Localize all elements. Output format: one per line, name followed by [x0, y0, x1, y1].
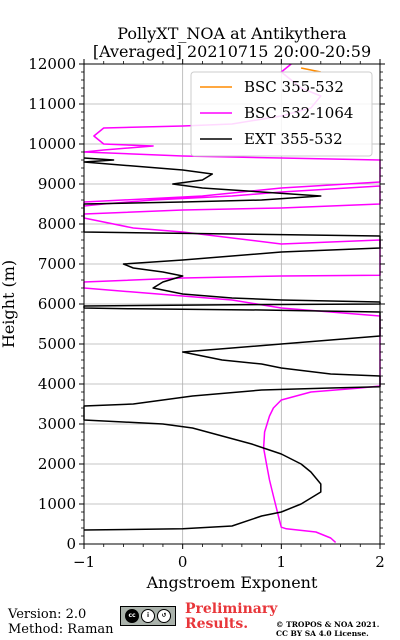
y-tick-label: 10000 — [28, 135, 76, 153]
y-axis-label: Height (m) — [0, 260, 18, 348]
y-tick-label: 5000 — [38, 335, 76, 353]
x-tick-label: 0 — [178, 553, 188, 571]
preliminary-line1: Preliminary — [185, 601, 278, 617]
y-tick-label: 1000 — [38, 495, 76, 513]
y-tick-label: 6000 — [38, 295, 76, 313]
copyright-line1: © TROPOS & NOA 2021. — [276, 620, 380, 629]
y-tick-label: 9000 — [38, 175, 76, 193]
y-tick-label: 0 — [66, 535, 76, 553]
copyright-line2: CC BY SA 4.0 License. — [276, 629, 369, 638]
legend-label: EXT 355-532 — [244, 130, 343, 148]
series-line-3 — [83, 157, 381, 531]
legend: BSC 355-532 BSC 532-1064 EXT 355-532 — [190, 71, 373, 157]
y-tick-label: 11000 — [28, 95, 76, 113]
version-text: Version: 2.0 — [8, 607, 87, 622]
method-text: Method: Raman — [8, 622, 114, 637]
y-tick-label: 8000 — [38, 215, 76, 233]
y-tick-label: 7000 — [38, 255, 76, 273]
preliminary-label: Preliminary Results. — [185, 602, 277, 632]
chart-title-line2: [Averaged] 20210715 20:00-20:59 — [92, 42, 372, 61]
y-tick-label: 2000 — [38, 455, 76, 473]
preliminary-line2: Results. — [185, 616, 249, 632]
y-tick-label: 12000 — [28, 55, 76, 73]
legend-label: BSC 532-1064 — [244, 104, 353, 122]
x-tick-label: 1 — [277, 553, 287, 571]
x-tick-label: 2 — [375, 553, 385, 571]
y-tick-label: 4000 — [38, 375, 76, 393]
chart-title-line1: PollyXT_NOA at Antikythera — [117, 24, 347, 43]
x-axis-label: Angstroem Exponent — [146, 573, 318, 592]
axis-ticks: 0 1000 2000 3000 4000 5000 6000 7000 8000 9000 100… — [28, 55, 385, 571]
legend-box — [190, 71, 373, 157]
x-tick-label: −1 — [73, 553, 95, 571]
series-line-1 — [300, 67, 321, 73]
cc-by-sa-icon: cc i ↺ — [120, 606, 176, 626]
legend-label: BSC 355-532 — [244, 78, 344, 96]
y-tick-label: 3000 — [38, 415, 76, 433]
